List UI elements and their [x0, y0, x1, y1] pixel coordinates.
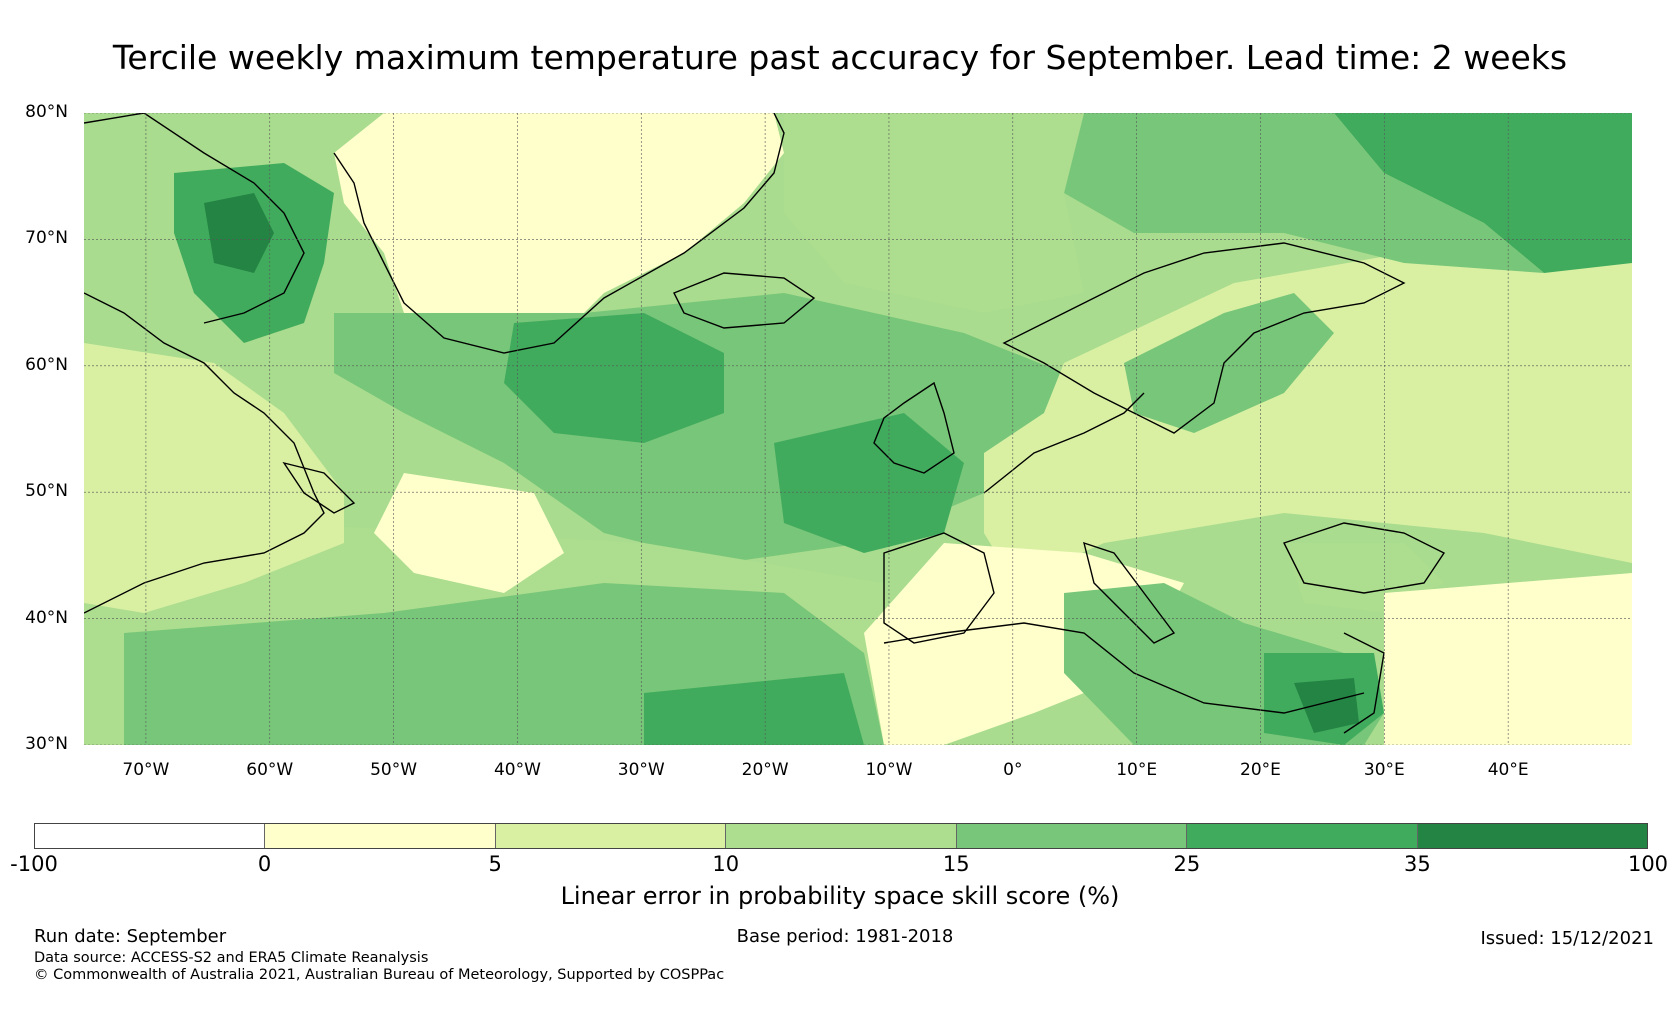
lon-label: 30°E: [1363, 760, 1405, 780]
coastline-layer: [84, 113, 1446, 734]
lon-label: 40°W: [493, 760, 541, 780]
north-atlantic-core: [504, 313, 724, 443]
scandinavia-high: [1124, 293, 1334, 433]
lon-label: 0°: [1003, 760, 1023, 780]
skill-score-map: [84, 113, 1632, 745]
lon-label: 20°E: [1240, 760, 1281, 780]
newfoundland-coastline: [282, 461, 356, 514]
colorbar-segment: [956, 824, 1188, 848]
norwegian-sea: [784, 113, 1084, 313]
barents-region: [1064, 113, 1544, 273]
gulf-stream-tongue: [374, 473, 564, 593]
colorbar-tick: 25: [1173, 852, 1201, 876]
europe-coastline: [983, 392, 1145, 494]
iceland-coastline: [673, 272, 816, 329]
lat-label: 60°N: [25, 354, 68, 375]
colorbar-tick: 15: [942, 852, 970, 876]
greenland-region: [334, 113, 784, 353]
colorbar-segment: [1417, 824, 1647, 848]
graticule: [84, 113, 1632, 745]
scandinavia-coastline: [1002, 242, 1406, 434]
colorbar-tick: 10: [712, 852, 740, 876]
italy-coastline: [1083, 541, 1176, 644]
arctic-russia-high: [1334, 113, 1632, 273]
data-source: Data source: ACCESS-S2 and ERA5 Climate …: [34, 950, 429, 966]
colorbar-label: Linear error in probability space skill …: [560, 882, 1120, 910]
baffin-core: [204, 193, 274, 273]
colorbar-tick: 100: [1627, 852, 1669, 876]
map-canvas: [84, 113, 1632, 745]
greenland-coastline: [333, 113, 785, 354]
africa-coastline: [883, 622, 1365, 714]
colorbar-segment: [35, 824, 266, 848]
colorbar-tick: 35: [1404, 852, 1431, 876]
issued-date: Issued: 15/12/2021: [1480, 928, 1654, 949]
lon-label: 40°E: [1487, 760, 1529, 780]
lat-label: 50°N: [25, 481, 68, 502]
lat-label: 70°N: [25, 228, 68, 249]
colorbar-tick: 5: [488, 852, 502, 876]
british-isles-coastline: [873, 381, 955, 474]
copyright: © Commonwealth of Australia 2021, Austra…: [34, 967, 725, 983]
skill-field-layer: [84, 113, 1632, 745]
black-sea-coastline: [1283, 522, 1446, 594]
map-title: Tercile weekly maximum temperature past …: [112, 38, 1568, 77]
levant-coastline: [1343, 632, 1385, 734]
lon-label: 60°W: [246, 760, 294, 780]
base-period: Base period: 1981-2018: [736, 926, 954, 947]
colorbar-segment: [265, 824, 496, 848]
lon-label: 10°E: [1116, 760, 1158, 780]
levant-core: [1294, 678, 1359, 733]
lon-label: 20°W: [741, 760, 789, 780]
colorbar-tick: -100: [10, 852, 58, 876]
azores-core: [774, 413, 964, 553]
lat-label: 80°N: [25, 102, 68, 122]
lon-label: 50°W: [370, 760, 418, 780]
colorbar-segment: [1187, 824, 1418, 848]
colorbar-segment: [726, 824, 957, 848]
lon-label: 70°W: [122, 760, 170, 780]
lat-label: 30°N: [25, 734, 68, 754]
colorbar-segment: [495, 824, 727, 848]
colorbar: [34, 823, 1648, 849]
colorbar-tick: 0: [257, 852, 272, 876]
lon-label: 30°W: [617, 760, 665, 780]
baffin-coastline: [84, 113, 305, 324]
europe-region: [984, 243, 1632, 583]
cape-verde-band: [644, 673, 864, 745]
run-date: Run date: September: [34, 926, 227, 947]
lat-label: 40°N: [25, 607, 68, 628]
lon-label: 10°W: [865, 760, 913, 780]
